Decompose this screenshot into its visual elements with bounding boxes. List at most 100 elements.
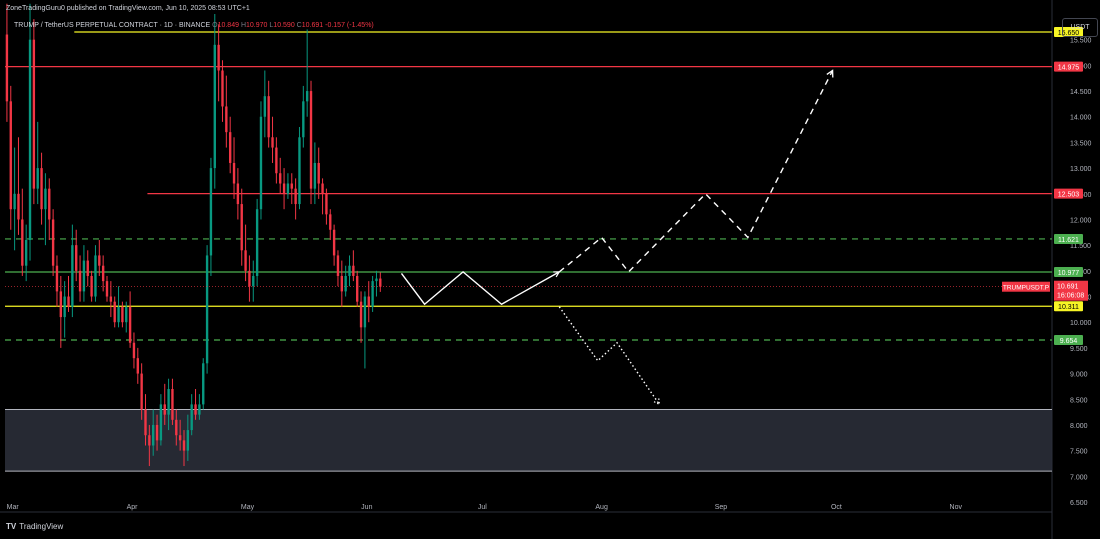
candle-body[interactable] xyxy=(263,96,267,117)
candle-body[interactable] xyxy=(379,278,382,287)
candle-body[interactable] xyxy=(86,260,89,276)
candle-body[interactable] xyxy=(140,373,143,410)
candle-body[interactable] xyxy=(40,168,43,210)
candle-body[interactable] xyxy=(286,183,290,194)
candle-body[interactable] xyxy=(255,209,259,276)
candle-body[interactable] xyxy=(344,275,347,292)
candle-body[interactable] xyxy=(294,188,297,205)
candle-body[interactable] xyxy=(213,44,216,169)
candle-body[interactable] xyxy=(348,265,351,276)
candle-body[interactable] xyxy=(279,173,282,184)
candle-body[interactable] xyxy=(305,91,309,102)
candle-body[interactable] xyxy=(248,270,251,287)
candle-body[interactable] xyxy=(302,101,305,138)
candle-body[interactable] xyxy=(125,306,128,323)
candle-body[interactable] xyxy=(67,296,70,307)
candle-body[interactable] xyxy=(178,435,182,441)
candle-body[interactable] xyxy=(267,96,270,138)
candle-body[interactable] xyxy=(359,301,363,328)
candle-body[interactable] xyxy=(352,265,355,276)
candle-body[interactable] xyxy=(205,255,209,364)
candle-body[interactable] xyxy=(152,424,155,446)
candle-body[interactable] xyxy=(148,435,151,446)
candle-body[interactable] xyxy=(9,101,12,210)
candle-body[interactable] xyxy=(217,44,220,71)
candle-body[interactable] xyxy=(225,106,228,133)
candle-body[interactable] xyxy=(309,91,313,189)
candle-body[interactable] xyxy=(186,430,190,451)
candle-body[interactable] xyxy=(363,296,367,328)
candle-body[interactable] xyxy=(105,281,109,297)
candle-body[interactable] xyxy=(159,404,163,441)
candle-body[interactable] xyxy=(51,219,55,266)
candle-body[interactable] xyxy=(290,183,293,189)
candle-body[interactable] xyxy=(121,306,124,323)
candle-body[interactable] xyxy=(271,137,274,148)
candle-body[interactable] xyxy=(232,162,236,184)
candle-body[interactable] xyxy=(375,278,378,282)
candle-body[interactable] xyxy=(332,229,336,256)
candle-body[interactable] xyxy=(117,306,120,323)
candle-body[interactable] xyxy=(209,168,213,256)
candle-body[interactable] xyxy=(259,116,263,210)
candle-body[interactable] xyxy=(325,193,328,215)
candle-body[interactable] xyxy=(17,193,20,220)
candle-body[interactable] xyxy=(98,255,101,266)
candle-body[interactable] xyxy=(182,440,186,451)
candle-body[interactable] xyxy=(221,70,224,107)
candle-body[interactable] xyxy=(24,240,28,266)
candle-body[interactable] xyxy=(36,168,39,189)
candle-body[interactable] xyxy=(132,342,136,359)
candle-body[interactable] xyxy=(202,363,205,405)
candle-body[interactable] xyxy=(82,260,86,292)
candle-body[interactable] xyxy=(136,358,139,374)
candle-body[interactable] xyxy=(28,39,32,241)
candle-body[interactable] xyxy=(13,193,16,210)
candle-body[interactable] xyxy=(194,404,197,415)
candle-body[interactable] xyxy=(236,183,240,205)
candle-body[interactable] xyxy=(71,245,74,307)
candle-body[interactable] xyxy=(32,39,36,189)
candle-body[interactable] xyxy=(198,404,201,415)
candle-body[interactable] xyxy=(55,265,59,292)
candle-body[interactable] xyxy=(275,147,278,174)
candle-body[interactable] xyxy=(101,265,105,282)
candle-body[interactable] xyxy=(298,137,301,205)
candle-body[interactable] xyxy=(228,132,232,163)
candle-body[interactable] xyxy=(75,245,78,271)
candle-body[interactable] xyxy=(244,250,247,271)
candle-body[interactable] xyxy=(367,296,370,307)
candle-body[interactable] xyxy=(78,270,82,292)
candle-body[interactable] xyxy=(94,255,97,297)
candle-body[interactable] xyxy=(329,214,332,230)
candle-body[interactable] xyxy=(59,291,63,318)
candle-body[interactable] xyxy=(90,275,93,297)
candle-body[interactable] xyxy=(109,296,113,302)
candle-body[interactable] xyxy=(155,424,159,441)
candle-body[interactable] xyxy=(356,275,359,302)
candle-body[interactable] xyxy=(240,204,243,251)
currency-button[interactable]: USDT xyxy=(1062,18,1098,37)
candle-body[interactable] xyxy=(128,306,132,343)
candle-body[interactable] xyxy=(371,281,374,307)
candle-body[interactable] xyxy=(5,34,9,102)
candle-body[interactable] xyxy=(252,275,255,287)
candle-body[interactable] xyxy=(113,301,116,323)
candle-body[interactable] xyxy=(21,219,24,266)
candle-body[interactable] xyxy=(190,404,193,431)
candle-body[interactable] xyxy=(44,188,47,210)
candle-body[interactable] xyxy=(171,388,174,420)
candle-body[interactable] xyxy=(317,162,320,184)
candle-body[interactable] xyxy=(336,255,340,276)
candle-body[interactable] xyxy=(313,162,317,189)
candle-body[interactable] xyxy=(163,404,166,415)
candle-body[interactable] xyxy=(63,296,66,318)
candle-body[interactable] xyxy=(321,183,324,194)
candle-body[interactable] xyxy=(282,183,286,194)
candle-body[interactable] xyxy=(167,388,170,415)
candle-body[interactable] xyxy=(48,188,51,220)
candle-body[interactable] xyxy=(175,419,178,436)
candle-body[interactable] xyxy=(340,275,344,292)
candle-body[interactable] xyxy=(144,409,147,436)
